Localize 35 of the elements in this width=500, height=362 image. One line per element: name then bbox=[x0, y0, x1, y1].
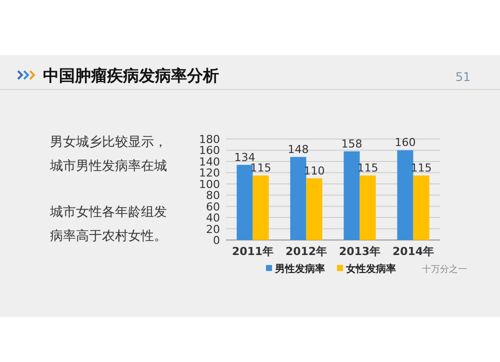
y-tick-label: 120 bbox=[199, 166, 220, 180]
data-label: 158 bbox=[341, 137, 362, 150]
y-tick-label: 80 bbox=[206, 189, 220, 202]
bar bbox=[290, 156, 306, 240]
text: 城市男性发病率在城 bbox=[49, 158, 167, 174]
x-tick-label: 2012年 bbox=[285, 245, 328, 258]
text: 男女城乡比较显示， bbox=[50, 135, 167, 150]
chart-title: 中国肿瘤疾病发病率分析 bbox=[43, 66, 219, 85]
bar bbox=[397, 150, 414, 240]
data-label: 134 bbox=[234, 150, 256, 164]
bar bbox=[360, 175, 376, 240]
text: 病率高于农村女性。 bbox=[50, 228, 167, 244]
legend-label: 男性发病率 bbox=[274, 263, 325, 275]
y-tick-label: 40 bbox=[206, 212, 220, 225]
text: 十万分之一 bbox=[422, 264, 467, 275]
bar bbox=[344, 151, 360, 240]
x-tick-label: 2013年 bbox=[338, 245, 381, 258]
x-tick-label: 2011年 bbox=[232, 245, 274, 258]
bar bbox=[252, 175, 269, 240]
y-tick-label: 180 bbox=[199, 133, 220, 146]
y-tick-label: 20 bbox=[206, 222, 220, 236]
x-tick-label: 2014年 bbox=[392, 245, 434, 258]
y-tick-label: 140 bbox=[199, 155, 220, 168]
bar bbox=[236, 164, 253, 240]
data-label: 148 bbox=[288, 142, 309, 156]
y-tick-label: 160 bbox=[199, 144, 220, 158]
legend-label: 女性发病率 bbox=[345, 263, 396, 275]
y-tick-label: 0 bbox=[213, 234, 220, 247]
text: 51 bbox=[455, 70, 471, 84]
data-label: 160 bbox=[394, 136, 416, 150]
text: 城市女性各年龄组发 bbox=[49, 205, 167, 220]
bar bbox=[306, 178, 322, 240]
y-tick-label: 100 bbox=[199, 178, 220, 191]
y-tick-label: 60 bbox=[206, 200, 220, 214]
bar bbox=[413, 175, 430, 240]
